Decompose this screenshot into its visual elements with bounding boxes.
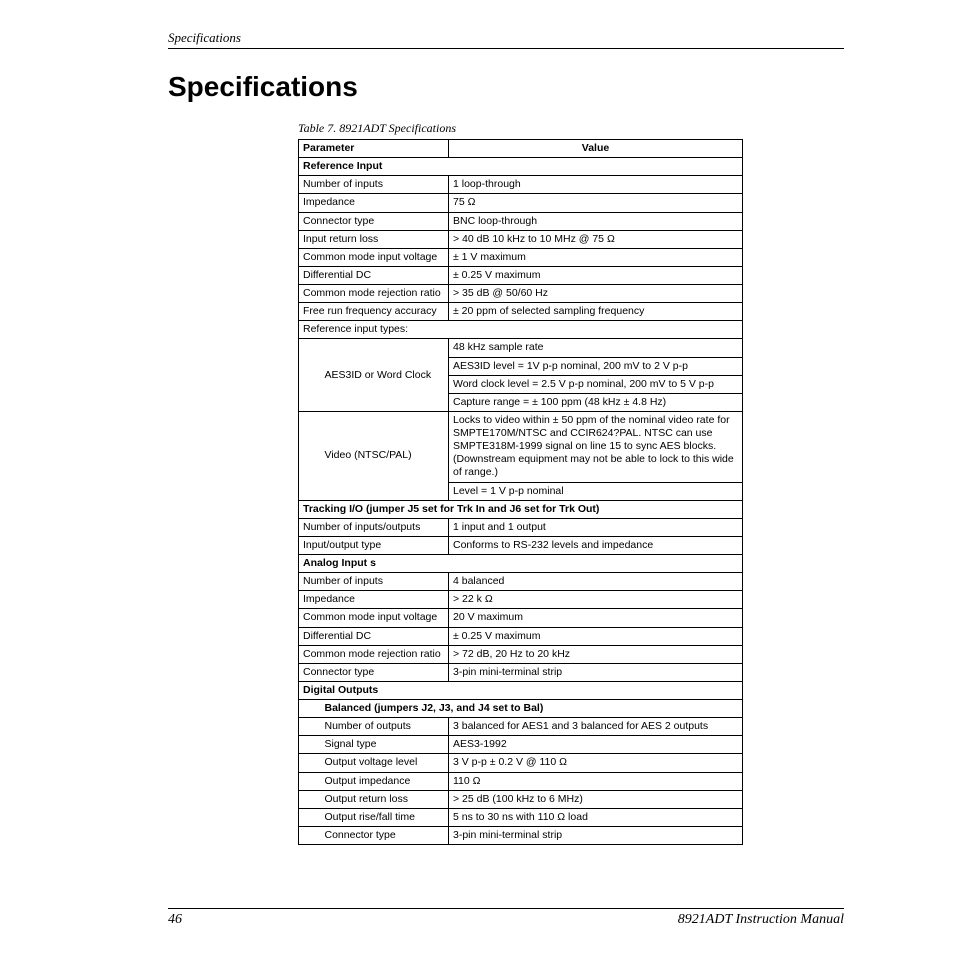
value-cell: 3 balanced for AES1 and 3 balanced for A… <box>449 718 743 736</box>
header-value: Value <box>449 140 743 158</box>
value-cell: Capture range = ± 100 ppm (48 kHz ± 4.8 … <box>449 393 743 411</box>
param-cell: Differential DC <box>299 627 449 645</box>
indent-cell <box>299 772 321 790</box>
value-cell: 3-pin mini-terminal strip <box>449 826 743 844</box>
indent-cell <box>299 790 321 808</box>
param-cell: Differential DC <box>299 266 449 284</box>
value-cell: > 40 dB 10 kHz to 10 MHz @ 75 Ω <box>449 230 743 248</box>
running-head: Specifications <box>168 30 844 49</box>
value-cell: 1 loop-through <box>449 176 743 194</box>
value-cell: 3-pin mini-terminal strip <box>449 663 743 681</box>
value-cell: AES3-1992 <box>449 736 743 754</box>
param-cell: Connector type <box>321 826 449 844</box>
subsection-balanced: Balanced (jumpers J2, J3, and J4 set to … <box>321 700 743 718</box>
page-number: 46 <box>168 912 182 928</box>
indent-cell <box>299 700 321 718</box>
value-cell: ± 1 V maximum <box>449 248 743 266</box>
param-cell: Impedance <box>299 194 449 212</box>
param-cell: Connector type <box>299 663 449 681</box>
value-cell: Conforms to RS-232 levels and impedance <box>449 536 743 554</box>
value-cell: > 35 dB @ 50/60 Hz <box>449 285 743 303</box>
param-cell: Free run frequency accuracy <box>299 303 449 321</box>
param-cell: AES3ID or Word Clock <box>321 339 449 412</box>
param-cell: Number of inputs/outputs <box>299 518 449 536</box>
value-cell: 48 kHz sample rate <box>449 339 743 357</box>
table-caption: Table 7. 8921ADT Specifications <box>298 121 844 136</box>
page-title: Specifications <box>168 71 844 103</box>
section-digital-outputs: Digital Outputs <box>299 681 743 699</box>
param-cell: Output return loss <box>321 790 449 808</box>
document-title: 8921ADT Instruction Manual <box>678 912 844 928</box>
value-cell: 20 V maximum <box>449 609 743 627</box>
param-cell: Number of outputs <box>321 718 449 736</box>
table-header-row: Parameter Value <box>299 140 743 158</box>
value-cell: ± 0.25 V maximum <box>449 266 743 284</box>
indent-cell <box>299 718 321 736</box>
value-cell: > 22 k Ω <box>449 591 743 609</box>
value-cell: ± 20 ppm of selected sampling frequency <box>449 303 743 321</box>
param-cell: Video (NTSC/PAL) <box>321 411 449 500</box>
param-cell: Output rise/fall time <box>321 808 449 826</box>
value-cell: > 25 dB (100 kHz to 6 MHz) <box>449 790 743 808</box>
param-cell: Impedance <box>299 591 449 609</box>
spec-table: Parameter Value Reference Input Number o… <box>298 139 743 845</box>
indent-cell <box>299 754 321 772</box>
section-tracking-io: Tracking I/O (jumper J5 set for Trk In a… <box>299 500 743 518</box>
param-cell: Number of inputs <box>299 573 449 591</box>
value-cell: Word clock level = 2.5 V p-p nominal, 20… <box>449 375 743 393</box>
value-cell: ± 0.25 V maximum <box>449 627 743 645</box>
param-cell: Common mode input voltage <box>299 609 449 627</box>
param-cell: Number of inputs <box>299 176 449 194</box>
param-cell: Output impedance <box>321 772 449 790</box>
param-cell: Common mode input voltage <box>299 248 449 266</box>
section-reference-input: Reference Input <box>299 158 743 176</box>
value-cell: Locks to video within ± 50 ppm of the no… <box>449 411 743 482</box>
section-analog-inputs: Analog Input s <box>299 555 743 573</box>
value-cell: > 72 dB, 20 Hz to 20 kHz <box>449 645 743 663</box>
indent-cell <box>299 736 321 754</box>
indent-cell <box>299 826 321 844</box>
param-cell: Input return loss <box>299 230 449 248</box>
param-cell: Output voltage level <box>321 754 449 772</box>
param-cell: Common mode rejection ratio <box>299 645 449 663</box>
value-cell: 110 Ω <box>449 772 743 790</box>
param-cell: Input/output type <box>299 536 449 554</box>
header-parameter: Parameter <box>299 140 449 158</box>
value-cell: 5 ns to 30 ns with 110 Ω load <box>449 808 743 826</box>
value-cell: 4 balanced <box>449 573 743 591</box>
indent-cell <box>299 411 321 500</box>
param-cell: Common mode rejection ratio <box>299 285 449 303</box>
indent-cell <box>299 339 321 412</box>
page-footer: 46 8921ADT Instruction Manual <box>168 908 844 928</box>
value-cell: 75 Ω <box>449 194 743 212</box>
param-cell: Connector type <box>299 212 449 230</box>
value-cell: Level = 1 V p-p nominal <box>449 482 743 500</box>
value-cell: AES3ID level = 1V p-p nominal, 200 mV to… <box>449 357 743 375</box>
value-cell: 1 input and 1 output <box>449 518 743 536</box>
param-cell: Signal type <box>321 736 449 754</box>
indent-cell <box>299 808 321 826</box>
value-cell: BNC loop-through <box>449 212 743 230</box>
value-cell: 3 V p-p ± 0.2 V @ 110 Ω <box>449 754 743 772</box>
param-cell: Reference input types: <box>299 321 743 339</box>
